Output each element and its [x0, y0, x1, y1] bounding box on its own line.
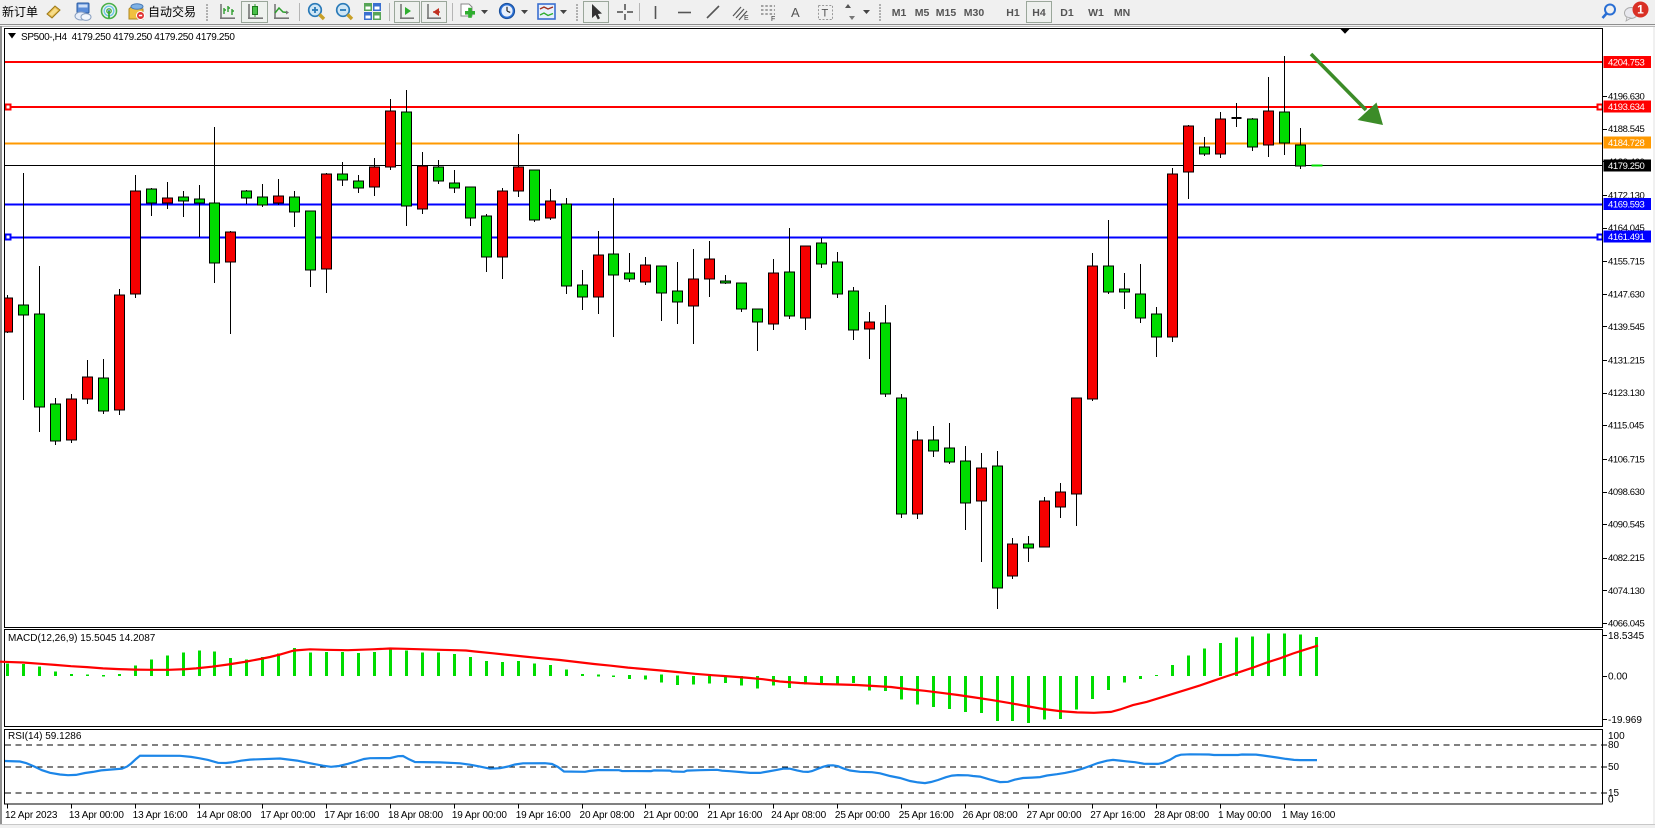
svg-text:4184.728: 4184.728: [1608, 138, 1645, 149]
svg-text:4172.130: 4172.130: [1608, 190, 1645, 201]
svg-text:A: A: [791, 5, 800, 20]
svg-text:28 Apr 08:00: 28 Apr 08:00: [1154, 810, 1210, 821]
svg-text:27 Apr 00:00: 27 Apr 00:00: [1026, 810, 1082, 821]
svg-text:13 Apr 00:00: 13 Apr 00:00: [69, 810, 125, 821]
svg-text:MACD(12,26,9) 15.5045 14.2087: MACD(12,26,9) 15.5045 14.2087: [8, 633, 156, 644]
svg-text:25 Apr 00:00: 25 Apr 00:00: [835, 810, 891, 821]
svg-text:50: 50: [1608, 762, 1620, 773]
svg-text:15: 15: [1608, 788, 1620, 799]
svg-text:M15: M15: [936, 7, 957, 19]
svg-text:M5: M5: [915, 7, 930, 19]
svg-text:4106.715: 4106.715: [1608, 454, 1645, 465]
svg-text:19 Apr 16:00: 19 Apr 16:00: [516, 810, 572, 821]
svg-text:100: 100: [1608, 731, 1625, 742]
svg-text:25 Apr 16:00: 25 Apr 16:00: [899, 810, 955, 821]
svg-text:T: T: [822, 8, 829, 20]
svg-text:17 Apr 16:00: 17 Apr 16:00: [324, 810, 380, 821]
svg-text:4179.250: 4179.250: [1608, 161, 1645, 172]
svg-text:F: F: [771, 16, 775, 23]
svg-text:4147.630: 4147.630: [1608, 289, 1645, 300]
svg-text:RSI(14) 59.1286: RSI(14) 59.1286: [8, 731, 82, 742]
svg-text:14 Apr 08:00: 14 Apr 08:00: [197, 810, 253, 821]
svg-text:W1: W1: [1088, 7, 1104, 19]
svg-text:1 May 16:00: 1 May 16:00: [1282, 810, 1336, 821]
svg-text:4098.630: 4098.630: [1608, 487, 1645, 498]
svg-text:-19.969: -19.969: [1608, 715, 1642, 726]
svg-text:21 Apr 00:00: 21 Apr 00:00: [643, 810, 699, 821]
svg-text:80: 80: [1608, 740, 1620, 751]
svg-text:12 Apr 2023: 12 Apr 2023: [5, 810, 58, 821]
svg-text:4161.491: 4161.491: [1608, 232, 1645, 243]
svg-text:H4: H4: [1032, 7, 1046, 19]
svg-text:自动交易: 自动交易: [148, 4, 196, 19]
svg-text:4123.130: 4123.130: [1608, 388, 1645, 399]
svg-text:18 Apr 08:00: 18 Apr 08:00: [388, 810, 444, 821]
svg-text:21 Apr 16:00: 21 Apr 16:00: [707, 810, 763, 821]
svg-text:27 Apr 16:00: 27 Apr 16:00: [1090, 810, 1146, 821]
svg-text:0.00: 0.00: [1608, 672, 1628, 683]
svg-text:新订单: 新订单: [2, 4, 38, 19]
svg-text:4082.215: 4082.215: [1608, 553, 1645, 564]
svg-text:D1: D1: [1060, 7, 1074, 19]
svg-text:4196.630: 4196.630: [1608, 92, 1645, 103]
svg-text:17 Apr 00:00: 17 Apr 00:00: [260, 810, 316, 821]
svg-text:24 Apr 08:00: 24 Apr 08:00: [771, 810, 827, 821]
svg-text:4155.715: 4155.715: [1608, 257, 1645, 268]
svg-text:18.5345: 18.5345: [1608, 631, 1645, 642]
svg-text:M1: M1: [892, 7, 907, 19]
svg-text:4066.045: 4066.045: [1608, 618, 1645, 629]
svg-text:4139.545: 4139.545: [1608, 322, 1645, 333]
svg-text:26 Apr 08:00: 26 Apr 08:00: [963, 810, 1019, 821]
svg-text:19 Apr 00:00: 19 Apr 00:00: [452, 810, 508, 821]
svg-text:E: E: [744, 15, 749, 22]
svg-text:4090.545: 4090.545: [1608, 520, 1645, 531]
svg-text:1 May 00:00: 1 May 00:00: [1218, 810, 1272, 821]
svg-text:M30: M30: [964, 7, 985, 19]
svg-text:1: 1: [1637, 3, 1644, 17]
svg-text:4131.215: 4131.215: [1608, 356, 1645, 367]
svg-text:4074.130: 4074.130: [1608, 586, 1645, 597]
svg-text:H1: H1: [1006, 7, 1020, 19]
svg-text:4188.545: 4188.545: [1608, 124, 1645, 135]
svg-text:13 Apr 16:00: 13 Apr 16:00: [133, 810, 189, 821]
svg-text:0: 0: [1608, 795, 1614, 806]
svg-text:4164.045: 4164.045: [1608, 223, 1645, 234]
svg-text:SP500-,H4 4179.250 4179.250 4: SP500-,H4 4179.250 4179.250 4179.250 417…: [21, 32, 235, 43]
svg-text:20 Apr 08:00: 20 Apr 08:00: [580, 810, 636, 821]
svg-text:MN: MN: [1114, 7, 1130, 19]
svg-text:4204.753: 4204.753: [1608, 58, 1645, 69]
svg-text:4169.593: 4169.593: [1608, 200, 1645, 211]
svg-text:4115.045: 4115.045: [1608, 421, 1644, 432]
svg-text:4193.634: 4193.634: [1608, 102, 1645, 113]
